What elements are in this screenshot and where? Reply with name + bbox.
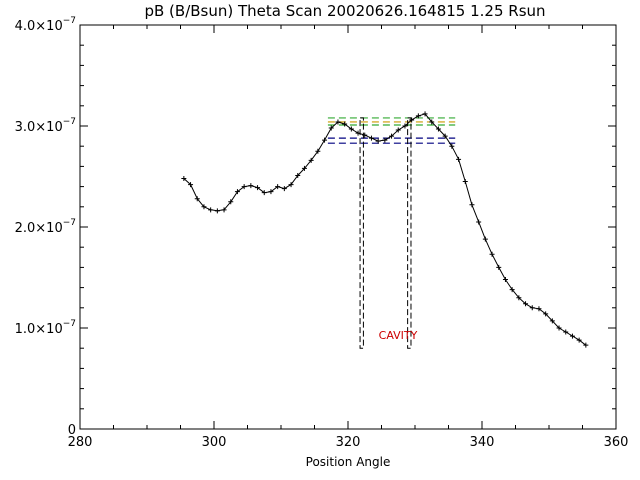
data-point-marker (295, 172, 301, 178)
y-tick-label: 2.0×10−7 (15, 218, 76, 236)
data-point-marker (308, 157, 314, 163)
data-point-marker (255, 185, 261, 191)
data-point-marker (523, 301, 529, 307)
data-point-marker (496, 264, 502, 270)
data-point-marker (288, 182, 294, 188)
cavity-boundary-marker (359, 117, 364, 349)
data-point-marker (201, 204, 207, 210)
axes: 280 300 320 340 360 0 1.0×10−7 2.0×10−7 3.0×10−7… (15, 16, 629, 450)
data-point-marker (315, 148, 321, 154)
data-point-marker (563, 329, 569, 335)
data-point-marker (409, 117, 415, 123)
data-point-marker (188, 182, 194, 188)
data-point-marker (556, 325, 562, 331)
data-point-marker (208, 207, 214, 213)
data-point-marker (583, 342, 589, 348)
data-point-marker (402, 123, 408, 129)
data-point-marker (322, 137, 328, 143)
data-point-marker (342, 121, 348, 127)
data-point-marker (502, 277, 508, 283)
data-point-marker (442, 133, 448, 139)
data-point-marker (355, 130, 361, 136)
x-tick-label: 320 (336, 435, 361, 450)
data-point-marker (429, 119, 435, 125)
data-point-marker (382, 137, 388, 143)
data-point-marker (221, 207, 227, 213)
data-point-marker (281, 186, 287, 192)
data-point-marker (529, 305, 535, 311)
data-point-marker (449, 143, 455, 149)
data-point-marker (348, 126, 354, 132)
data-point-marker (462, 179, 468, 185)
data-point-marker (415, 113, 421, 119)
data-point-marker (268, 189, 274, 195)
data-series (181, 111, 589, 348)
data-point-marker (301, 165, 307, 171)
data-point-marker (422, 111, 428, 117)
data-point-marker (375, 138, 381, 144)
x-tick-label: 360 (604, 435, 629, 450)
data-point-marker (476, 219, 482, 225)
data-point-marker (328, 125, 334, 131)
data-point-marker (469, 202, 475, 208)
x-tick-label: 340 (470, 435, 495, 450)
data-point-marker (214, 208, 220, 214)
y-tick-label: 0 (68, 423, 76, 438)
data-point-marker (549, 318, 555, 324)
data-point-marker (576, 337, 582, 343)
data-point-marker (261, 190, 267, 196)
data-point-marker (228, 199, 234, 205)
data-point-marker (395, 127, 401, 133)
cavity-annotation: CAVITY (379, 329, 418, 342)
x-tick-label: 300 (202, 435, 227, 450)
data-series-line (183, 113, 587, 346)
data-point-marker (482, 236, 488, 242)
chart-title: pB (B/Bsun) Theta Scan 20020626.164815 1… (144, 2, 545, 20)
x-tick-label: 280 (68, 435, 93, 450)
cavity-boundary-marker (407, 117, 412, 349)
data-point-marker (569, 333, 575, 339)
cavity-markers (359, 117, 412, 349)
data-point-marker (335, 119, 341, 125)
data-point-marker (248, 183, 254, 189)
data-point-marker (489, 251, 495, 257)
data-point-marker (435, 126, 441, 132)
y-tick-label: 1.0×10−7 (15, 319, 76, 337)
data-point-marker (362, 132, 368, 138)
data-point-marker (368, 135, 374, 141)
y-tick-label: 3.0×10−7 (15, 117, 76, 135)
data-point-marker (181, 176, 187, 182)
y-tick-label: 4.0×10−7 (15, 16, 76, 34)
data-point-marker (389, 133, 395, 139)
data-point-marker (456, 156, 462, 162)
reference-lines (327, 117, 456, 144)
data-point-marker (241, 184, 247, 190)
data-point-marker (509, 287, 515, 293)
data-point-marker (275, 184, 281, 190)
plot-frame (79, 24, 617, 430)
data-point-marker (234, 189, 240, 195)
x-axis-label: Position Angle (306, 455, 391, 469)
data-point-marker (516, 295, 522, 301)
data-point-marker (194, 196, 200, 202)
data-point-marker (536, 306, 542, 312)
data-point-marker (543, 311, 549, 317)
